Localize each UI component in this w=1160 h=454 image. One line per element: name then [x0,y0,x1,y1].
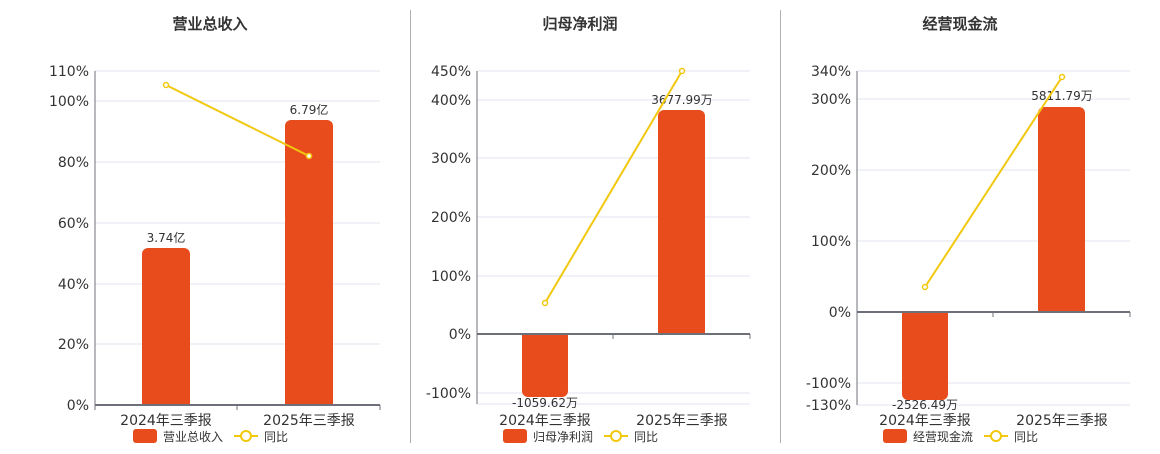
legend-bar-label: 营业总收入 [163,430,223,444]
x-label-2025: 2025年三季报 [636,413,728,429]
x-label-2024: 2024年三季报 [879,413,971,429]
legend-bar-icon [503,429,527,443]
bar-label-2024: -1059.62万 [512,396,578,410]
y-axis-labels: 110% 100% 80% 60% 40% 20% 0% [49,64,89,414]
chart-panel-revenue: 营业总收入 110% 100% 80% 60% 40% 20% 0% 3.74亿… [0,0,400,450]
x-label-2024: 2024年三季报 [499,413,591,429]
chart-revenue: 营业总收入 110% 100% 80% 60% 40% 20% 0% 3.74亿… [49,15,381,444]
legend-bar-icon [133,429,157,443]
yoy-point-2025[interactable] [1058,73,1066,81]
chart-panel-net-profit: 归母净利润 450% 400% 300% 200% 100% 0% -100% … [400,0,780,450]
chart-title: 营业总收入 [172,15,247,33]
bar-label-2024: -2526.49万 [892,398,958,412]
bar-2024[interactable] [142,248,190,405]
legend[interactable]: 营业总收入 同比 [133,429,288,444]
bar-2025[interactable] [658,110,705,334]
svg-text:100%: 100% [49,94,89,110]
x-label-2025: 2025年三季报 [1016,413,1108,429]
chart-panel-cash-flow: 经营现金流 340% 300% 200% 100% 0% -100% -130%… [780,0,1160,450]
legend-line-label: 同比 [634,430,658,444]
chart-cash-flow: 经营现金流 340% 300% 200% 100% 0% -100% -130%… [806,15,1131,444]
legend[interactable]: 归母净利润 同比 [503,429,658,444]
chart-title: 归母净利润 [542,15,617,33]
bar-label-2025: 5811.79万 [1031,89,1093,103]
svg-text:300%: 300% [431,151,471,167]
svg-text:340%: 340% [811,64,851,80]
bar-label-2025: 3677.99万 [651,93,713,107]
yoy-point-2025[interactable] [305,152,313,160]
legend-line-label: 同比 [1014,430,1038,444]
yoy-line [544,70,683,304]
svg-text:-100%: -100% [806,376,851,392]
gridlines [857,70,1130,406]
svg-text:20%: 20% [58,337,89,353]
svg-text:200%: 200% [431,210,471,226]
legend-bar-label: 归母净利润 [533,430,593,444]
svg-text:300%: 300% [811,92,851,108]
svg-text:0%: 0% [829,305,851,321]
yoy-point-2024[interactable] [921,283,929,291]
svg-text:100%: 100% [431,269,471,285]
divider-1 [410,10,411,443]
svg-text:0%: 0% [449,327,471,343]
divider-2 [780,10,781,443]
y-axis-labels: 450% 400% 300% 200% 100% 0% -100% [426,64,471,402]
svg-text:80%: 80% [58,155,89,171]
y-axis-labels: 340% 300% 200% 100% 0% -100% -130% [806,64,851,414]
svg-text:100%: 100% [811,234,851,250]
gridlines [477,70,750,405]
svg-text:400%: 400% [431,93,471,109]
yoy-point-2024[interactable] [162,81,170,89]
bar-label-2025: 6.79亿 [290,102,329,117]
legend-bar-label: 经营现金流 [913,429,973,444]
svg-text:450%: 450% [431,64,471,80]
svg-text:-100%: -100% [426,386,471,402]
yoy-point-2024[interactable] [541,299,549,307]
legend-bar-icon [883,429,907,443]
legend-line-label: 同比 [264,430,288,444]
chart-title: 经营现金流 [922,15,997,33]
svg-text:60%: 60% [58,216,89,232]
x-label-2024: 2024年三季报 [120,413,212,429]
yoy-point-2025[interactable] [678,67,686,75]
svg-text:0%: 0% [67,398,89,414]
svg-text:110%: 110% [49,64,89,80]
legend[interactable]: 经营现金流 同比 [883,429,1038,444]
bar-2025[interactable] [1038,107,1085,312]
svg-text:-130%: -130% [806,398,851,414]
bar-label-2024: 3.74亿 [147,230,186,245]
svg-text:40%: 40% [58,277,89,293]
bar-2025[interactable] [285,120,333,405]
yoy-line [924,76,1063,288]
x-label-2025: 2025年三季报 [263,413,355,429]
gridlines [95,70,380,345]
bar-2024[interactable] [522,334,568,397]
bar-2024[interactable] [902,312,948,400]
chart-net-profit: 归母净利润 450% 400% 300% 200% 100% 0% -100% … [426,15,751,444]
svg-text:200%: 200% [811,163,851,179]
yoy-line [165,84,310,157]
